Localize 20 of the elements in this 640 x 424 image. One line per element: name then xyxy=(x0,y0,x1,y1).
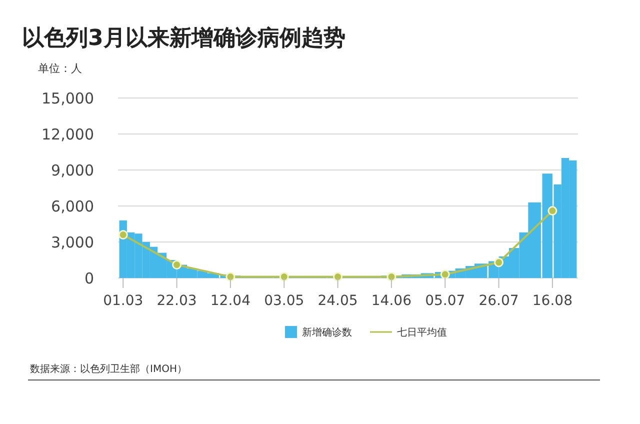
x-tick-label: 26.07 xyxy=(478,293,519,309)
legend-label: 新增确诊数 xyxy=(302,326,352,338)
x-tick-label: 12.04 xyxy=(210,293,251,309)
y-axis-title: 单位：人 xyxy=(38,62,82,75)
x-tick-label: 01.03 xyxy=(103,293,144,309)
y-tick-label: 15,000 xyxy=(42,89,94,108)
y-tick-label: 3,000 xyxy=(51,233,94,252)
legend-label: 七日平均值 xyxy=(397,326,447,338)
y-tick-label: 0 xyxy=(84,269,94,288)
x-tick-label: 16.08 xyxy=(532,293,572,309)
y-tick-label: 12,000 xyxy=(42,125,94,144)
x-tick-label: 14.06 xyxy=(371,293,412,309)
y-tick-label: 9,000 xyxy=(51,161,94,180)
source-note: 数据来源：以色列卫生部（IMOH） xyxy=(30,363,187,375)
x-tick-label: 03.05 xyxy=(264,293,304,309)
x-tick-label: 22.03 xyxy=(156,293,197,309)
x-tick-label: 05.07 xyxy=(425,293,466,309)
chart-title: 以色列3月以来新增确诊病例趋势 xyxy=(22,25,346,51)
x-tick-label: 24.05 xyxy=(318,293,358,309)
y-tick-label: 6,000 xyxy=(51,197,94,216)
